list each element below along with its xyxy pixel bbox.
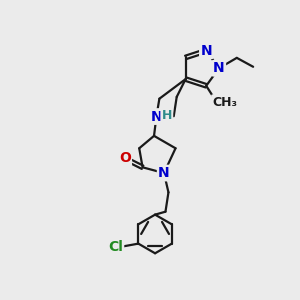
Text: N: N: [200, 44, 212, 58]
Text: N: N: [151, 110, 162, 124]
Text: H: H: [162, 109, 172, 122]
Text: N: N: [158, 166, 170, 180]
Text: CH₃: CH₃: [212, 96, 237, 109]
Text: N: N: [213, 61, 225, 75]
Text: O: O: [119, 152, 131, 165]
Text: Cl: Cl: [108, 240, 123, 254]
